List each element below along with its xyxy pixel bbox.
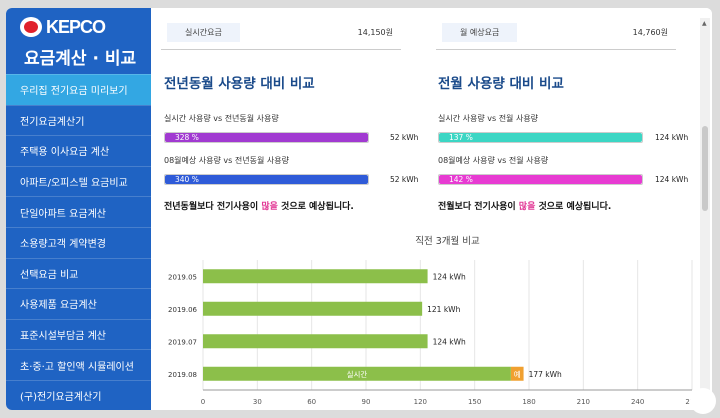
sidebar-item-10[interactable]: (구)전기요금계산기 [6,379,151,410]
sidebar-item-3[interactable]: 아파트/오피스텔 요금비교 [6,165,151,197]
x-tick-label-8: 240 [631,398,644,406]
app-window: KEPCO 요금계산 · 비교 우리집 전기요금 미리보기 전기요금계산기 주택용 … [6,8,712,410]
x-tick-label-1: 30 [253,398,262,406]
yoy-row2-bar: 340 % [164,174,369,185]
chart-title: 직전 3개월 비교 [415,235,480,247]
bar-value-label-1: 121 kWh [427,305,460,314]
mom-row2-fill [439,175,642,184]
yoy-row1-fill [165,133,368,142]
bar-value-label-0: 124 kWh [433,272,466,281]
bar-inner-label-0: 실시간 [347,369,368,379]
kepco-logo[interactable]: KEPCO [20,16,106,38]
x-tick-label-3: 90 [362,398,371,406]
realtime-fee-label: 실시간요금 [167,23,240,42]
sidebar: KEPCO 요금계산 · 비교 우리집 전기요금 미리보기 전기요금계산기 주택용 … [6,8,161,410]
yoy-note-highlight: 많을 [261,202,278,212]
sidebar-item-7[interactable]: 사용제품 요금계산 [6,288,151,319]
y-tick-label-3: 2019.08 [168,371,197,379]
sidebar-item-8[interactable]: 표준시설부담금 계산 [6,318,151,350]
x-tick-label-5: 150 [468,398,481,406]
mom-row1-label: 실시간 사용량 vs 전월 사용량 [438,114,539,123]
logo-text: KEPCO [46,16,106,37]
mom-row2-percent: 142 % [449,175,473,184]
realtime-fee-summary: 실시간요금 14,150원 [161,16,401,50]
apple-logo-icon [690,388,716,414]
sidebar-item-4[interactable]: 단일아파트 요금계산 [6,196,151,227]
yoy-title: 전년동월 사용량 대비 비교 [164,76,315,92]
x-tick-label-0: 0 [201,398,205,406]
yoy-row1-percent: 328 % [175,133,199,142]
scrollbar[interactable]: ▲ [700,18,710,408]
monthly-estimate-value: 14,760원 [632,28,668,37]
monthly-estimate-label: 월 예상요금 [442,23,518,42]
sidebar-title: 요금계산 · 비교 [24,49,137,69]
mom-note-post: 것으로 예상됩니다. [535,202,612,212]
sidebar-item-9[interactable]: 초·중·고 할인액 시뮬레이션 [6,349,151,380]
mom-row2-label: 08월예상 사용량 vs 전월 사용량 [438,156,549,165]
yoy-row2-percent: 340 % [175,175,199,184]
sidebar-item-0[interactable]: 우리집 전기요금 미리보기 [6,74,161,105]
sidebar-item-5[interactable]: 소용량고객 계약변경 [6,226,151,258]
y-tick-label-1: 2019.06 [168,306,197,314]
mom-title: 전월 사용량 대비 비교 [438,76,564,92]
yoy-row1-value: 52 kWh [390,133,419,142]
bar-3-series-1 [510,366,524,381]
mom-note-highlight: 많을 [518,202,536,212]
y-tick-label-0: 2019.05 [168,273,197,281]
yoy-row2-fill [165,175,368,184]
bar-3-series-0 [203,366,511,381]
yoy-note-pre: 전년동월보다 전기사용이 [164,202,262,212]
monthly-estimate-summary: 월 예상요금 14,760원 [436,16,676,50]
yoy-row2-label: 08월예상 사용량 vs 전년동월 사용량 [164,156,289,165]
y-tick-label-2: 2019.07 [168,338,197,346]
kepco-logo-icon [20,17,42,37]
mom-row1-bar: 137 % [438,132,643,143]
mom-row1-fill [439,133,642,142]
sidebar-menu: 우리집 전기요금 미리보기 전기요금계산기 주택용 이사요금 계산 아파트/오피스텔 … [6,74,161,410]
bar-value-label-2: 124 kWh [433,337,466,346]
bar-value-label-3: 177 kWh [529,370,562,379]
mom-row1-percent: 137 % [449,133,473,142]
bar-2-series-0 [203,334,428,349]
yoy-row1-bar: 328 % [164,132,369,143]
x-tick-label-6: 180 [522,398,535,406]
yoy-row1-label: 실시간 사용량 vs 전년동월 사용량 [164,114,279,123]
scrollbar-thumb[interactable] [702,126,708,211]
yoy-row2-value: 52 kWh [390,175,419,184]
bar-0-series-0 [203,269,428,284]
bar-1-series-0 [203,301,423,316]
mom-row2-value: 124 kWh [655,175,689,184]
realtime-fee-value: 14,150원 [357,28,393,37]
three-month-chart: 직전 3개월 비교03060901201501802102402702019.0… [168,235,699,406]
yoy-note-post: 것으로 예상됩니다. [277,202,354,212]
yoy-note: 전년동월보다 전기사용이 많을 것으로 예상됩니다. [164,199,354,212]
bar-inner-label-1: 예 [514,369,521,379]
mom-row2-bar: 142 % [438,174,643,185]
mom-note-pre: 전월보다 전기사용이 [438,202,519,212]
x-tick-label-2: 60 [307,398,316,406]
sidebar-item-1[interactable]: 전기요금계산기 [6,104,151,136]
x-tick-label-4: 120 [414,398,427,406]
mom-row1-value: 124 kWh [655,133,689,142]
mom-note: 전월보다 전기사용이 많을 것으로 예상됩니다. [438,199,611,212]
sidebar-item-6[interactable]: 선택요금 비교 [6,257,151,289]
sidebar-item-2[interactable]: 주택용 이사요금 계산 [6,135,151,166]
x-tick-label-7: 210 [577,398,590,406]
main-content: 실시간요금 14,150원 월 예상요금 14,760원 전년동월 사용량 대비… [151,8,712,410]
scroll-up-icon[interactable]: ▲ [702,20,707,27]
